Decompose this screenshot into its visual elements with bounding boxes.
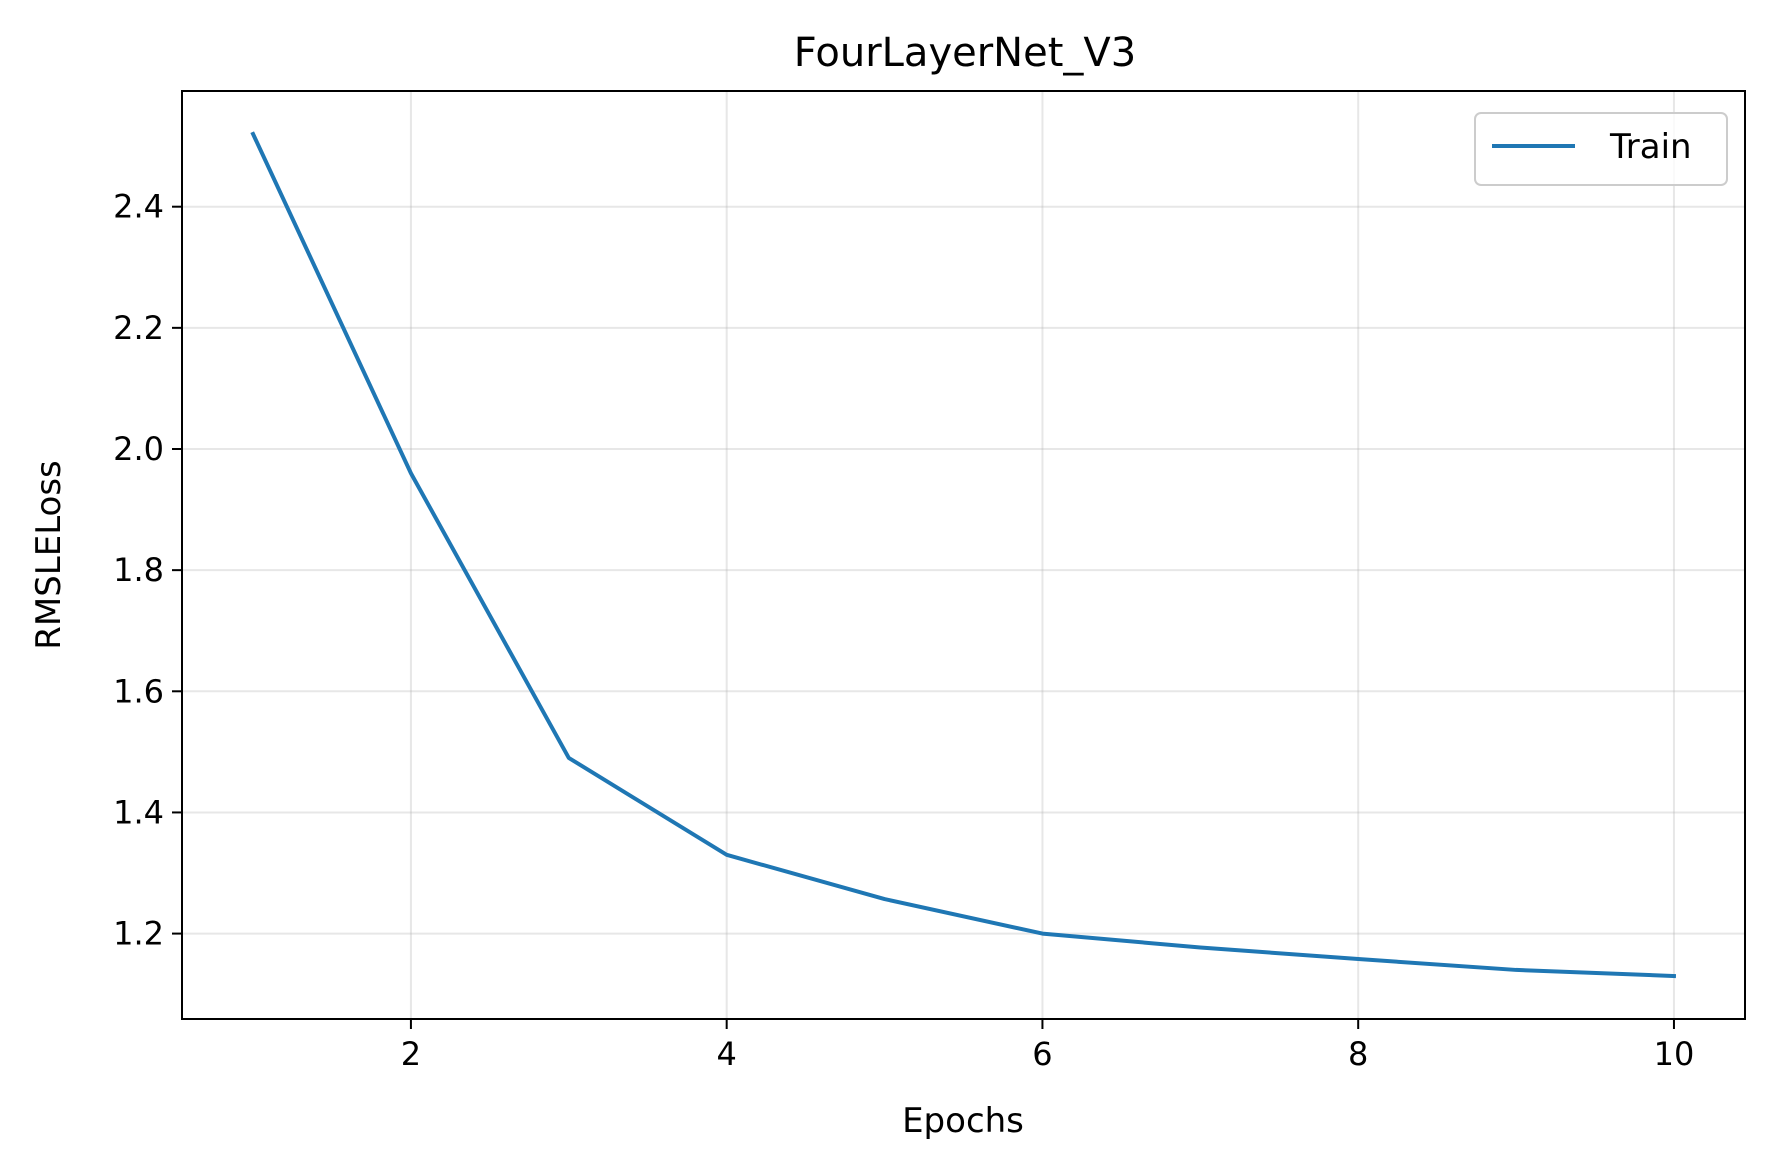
legend: Train (1474, 112, 1728, 186)
chart-title: FourLayerNet_V3 (794, 30, 1136, 76)
plot-frame (181, 90, 1746, 1020)
grid (182, 91, 1745, 1019)
series-lines (250, 131, 1677, 979)
y-tick-label: 1.2 (113, 915, 164, 953)
x-tick-label: 2 (401, 1035, 421, 1073)
x-tick-label: 6 (1032, 1035, 1052, 1073)
y-tick-label: 1.8 (113, 551, 164, 589)
y-tick-label: 1.6 (113, 672, 164, 710)
y-tick-label: 1.4 (113, 793, 164, 831)
x-tick-label: 10 (1654, 1035, 1695, 1073)
legend-box (1474, 112, 1728, 186)
legend-label-train: Train (1609, 127, 1692, 167)
x-axis-label: Epochs (902, 1101, 1024, 1141)
y-axis-label: RMSLELoss (29, 460, 69, 650)
y-tick-label: 2.4 (113, 188, 164, 226)
series-line-train (250, 131, 1677, 979)
ticks: 2 4 6 8 10 1.2 1.4 1.6 1.8 2.0 2.2 2.4 (113, 188, 1694, 1073)
y-tick-label: 2.0 (113, 430, 164, 468)
y-tick-label: 2.2 (113, 309, 164, 347)
x-tick-label: 8 (1348, 1035, 1368, 1073)
x-tick-label: 4 (717, 1035, 737, 1073)
